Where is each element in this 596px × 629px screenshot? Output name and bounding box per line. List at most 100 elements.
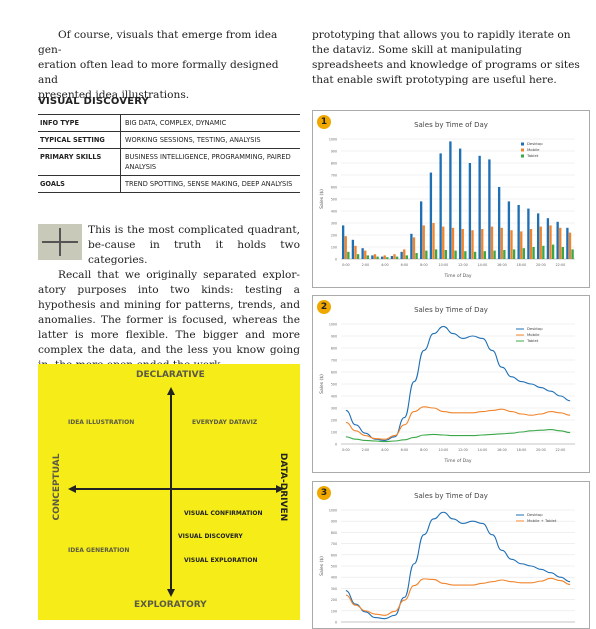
- series-line: [345, 325, 571, 441]
- x-tick-label: 2:00: [362, 448, 370, 452]
- table-value: TREND SPOTTING, SENSE MAKING, DEEP ANALY…: [120, 175, 300, 193]
- chart-badge: 3: [317, 486, 331, 500]
- y-tick-label: 700: [331, 359, 337, 363]
- x-tick-label: 20:00: [536, 448, 546, 452]
- y-tick-label: 400: [331, 576, 337, 580]
- y-axis-label: Sales ($): [319, 556, 325, 576]
- bar: [366, 255, 370, 259]
- bar: [383, 255, 386, 259]
- y-tick-label: 700: [331, 542, 337, 546]
- quadrant-label-bl: IDEA GENERATION: [68, 547, 130, 554]
- bar: [380, 256, 384, 259]
- intro-line: eration often lead to more formally desi…: [38, 59, 279, 86]
- legend-label: Desktop: [527, 512, 543, 517]
- arrow-up-icon: [167, 387, 175, 395]
- y-tick-label: 100: [331, 246, 337, 250]
- bar: [390, 256, 394, 259]
- chart-panel-3: 3 Sales by Time of Day 0 100 200 300 400 500 60…: [312, 481, 590, 629]
- x-tick-label: 8:00: [420, 448, 428, 452]
- section-title: VISUAL DISCOVERY: [38, 96, 150, 107]
- x-tick-label: 10:00: [438, 263, 448, 267]
- quadrant-label-br3: VISUAL EXPLORATION: [184, 557, 258, 564]
- line-chart: Sales by Time of Day 0 100 200 300 400 500 600 7…: [319, 492, 575, 625]
- chart-badge: 1: [317, 115, 331, 129]
- bar: [419, 201, 423, 259]
- bar: [403, 249, 406, 259]
- chart-panel-1: 1 Sales by Time of Day 0 100 200 300 400 500 60…: [312, 110, 590, 288]
- bar: [354, 245, 357, 259]
- bar: [500, 227, 503, 259]
- right-intro-paragraph: prototyping that allows you to rapidly i…: [312, 28, 588, 88]
- chart-title: Sales by Time of Day: [414, 306, 488, 314]
- y-tick-label: 800: [331, 347, 337, 351]
- line-chart: Sales by Time of Day 0 100 200 300 400 500 600 7…: [319, 306, 575, 464]
- y-tick-label: 0: [335, 258, 337, 262]
- x-tick-label: 4:00: [381, 263, 389, 267]
- bar: [412, 237, 416, 259]
- bar: [503, 250, 506, 259]
- y-tick-label: 1000: [329, 323, 337, 327]
- x-tick-label: 16:00: [497, 448, 507, 452]
- bar: [425, 250, 428, 259]
- bar: [464, 251, 467, 259]
- legend-label: Mobile + Tablet: [527, 518, 557, 523]
- legend-swatch: [521, 148, 524, 152]
- bar: [373, 254, 377, 259]
- bar: [510, 230, 513, 259]
- bar: [351, 239, 355, 259]
- bar: [454, 250, 457, 259]
- quadrant-label-tl: IDEA ILLUSTRATION: [68, 419, 135, 426]
- quadrant-label-br2: VISUAL DISCOVERY: [178, 533, 243, 540]
- x-axis-label: Time of Day: [443, 273, 471, 279]
- paragraph-text: This is the most complicated quadrant, b…: [88, 224, 300, 266]
- x-tick-label: 6:00: [401, 263, 409, 267]
- y-tick-label: 600: [331, 371, 337, 375]
- bar: [561, 247, 565, 259]
- paragraph-text: Recall that we originally separated expl…: [38, 269, 300, 371]
- table-key: INFO TYPE: [38, 114, 121, 132]
- bar: [395, 256, 399, 259]
- horizontal-axis: [75, 488, 277, 490]
- table-row: INFO TYPE BIG DATA, COMPLEX, DYNAMIC: [38, 114, 300, 132]
- bar: [429, 172, 433, 259]
- x-tick-label: 14:00: [477, 263, 487, 267]
- quadrant-diagram: DECLARATIVE EXPLORATORY CONCEPTUAL DATA-…: [38, 364, 300, 620]
- paragraph-text: prototyping that allows you to rapidly i…: [312, 29, 580, 86]
- x-tick-label: 2:00: [362, 263, 370, 267]
- y-tick-label: 500: [331, 565, 337, 569]
- intro-line: Of course, visuals that emerge from idea…: [38, 29, 278, 56]
- y-tick-label: 600: [331, 186, 337, 190]
- y-tick-label: 100: [331, 431, 337, 435]
- bar: [483, 251, 487, 259]
- chart-panel-2: 2 Sales by Time of Day 0 100 200 300 400 500 60…: [312, 295, 590, 473]
- bar: [405, 255, 409, 259]
- y-tick-label: 1000: [329, 509, 337, 513]
- y-tick-label: 300: [331, 222, 337, 226]
- bar: [559, 227, 562, 259]
- x-tick-label: 18:00: [516, 263, 526, 267]
- y-tick-label: 0: [335, 621, 337, 625]
- bar: [422, 225, 425, 259]
- chart-title: Sales by Time of Day: [414, 121, 488, 129]
- y-tick-label: 500: [331, 198, 337, 202]
- table-value: BUSINESS INTELLIGENCE, PROGRAMMING, PAIR…: [120, 148, 300, 176]
- bar: [478, 155, 481, 259]
- bar: [520, 231, 523, 259]
- y-tick-label: 0: [335, 443, 337, 447]
- axis-label-bottom: EXPLORATORY: [134, 600, 207, 610]
- x-tick-label: 0:00: [342, 448, 350, 452]
- bar: [546, 218, 550, 259]
- bar: [356, 254, 360, 259]
- intro-line: presented idea illustrations.: [38, 89, 190, 101]
- bar: [507, 201, 511, 259]
- bar: [468, 163, 472, 259]
- table-row: GOALS TREND SPOTTING, SENSE MAKING, DEEP…: [38, 175, 300, 193]
- bar: [386, 257, 389, 259]
- y-tick-label: 800: [331, 162, 337, 166]
- x-tick-label: 12:00: [458, 448, 468, 452]
- y-tick-label: 900: [331, 150, 337, 154]
- legend-swatch: [521, 154, 524, 158]
- table-key: PRIMARY SKILLS: [38, 148, 121, 176]
- bar: [461, 229, 464, 259]
- y-tick-label: 200: [331, 234, 337, 238]
